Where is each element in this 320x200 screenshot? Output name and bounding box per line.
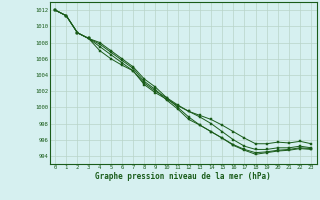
X-axis label: Graphe pression niveau de la mer (hPa): Graphe pression niveau de la mer (hPa): [95, 172, 271, 181]
